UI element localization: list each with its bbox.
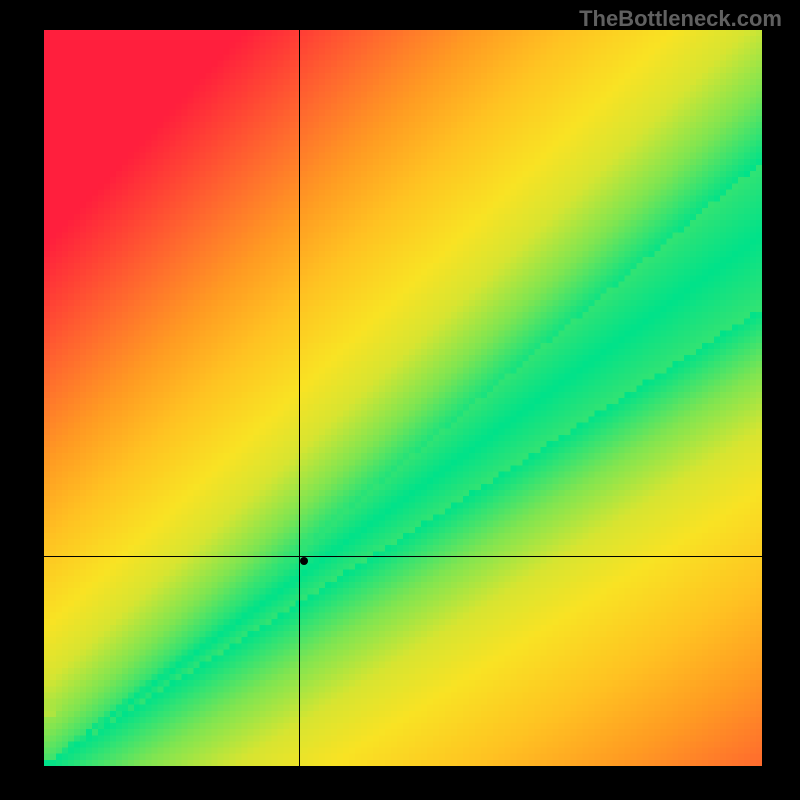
crosshair-vertical xyxy=(299,30,300,766)
heatmap-canvas xyxy=(44,30,762,766)
crosshair-horizontal xyxy=(44,556,762,557)
heatmap-plot xyxy=(44,30,762,766)
watermark-text: TheBottleneck.com xyxy=(579,6,782,32)
marker-dot xyxy=(300,557,308,565)
